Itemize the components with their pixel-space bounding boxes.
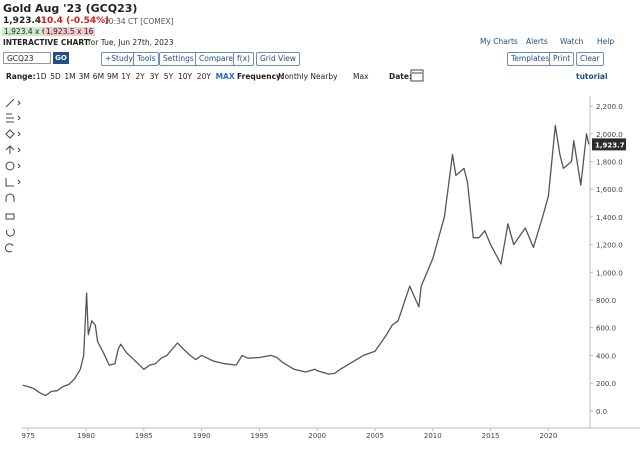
clear-button[interactable]: Clear <box>576 52 604 66</box>
frequency-select[interactable]: Monthly Nearby <box>278 72 338 81</box>
print-button[interactable]: Print <box>549 52 575 66</box>
y-tick-label: 1,600.0 <box>596 186 623 194</box>
bid: 1,923.4 x 6 <box>2 27 49 36</box>
change: -10.4 (-0.54%) <box>37 16 110 26</box>
range-option[interactable]: 10Y <box>178 72 193 81</box>
my-charts[interactable]: My Charts <box>480 37 518 46</box>
help[interactable]: Help <box>597 37 615 46</box>
tutorial[interactable]: tutorial <box>576 72 608 81</box>
x-tick-label: 2000 <box>308 432 326 440</box>
fx-button[interactable]: f(x) <box>233 52 254 66</box>
range-option[interactable]: 2Y <box>135 72 145 81</box>
range-option[interactable]: 1D <box>36 72 47 81</box>
range-label: Range: <box>6 72 36 81</box>
chart-label: INTERACTIVE CHART <box>3 38 89 47</box>
y-tick-label: 600.0 <box>596 325 616 333</box>
x-tick-label: 1985 <box>135 432 153 440</box>
grid-view-button[interactable]: Grid View <box>256 52 300 66</box>
drawing-tools <box>5 69 424 253</box>
x-tick-label: 2005 <box>366 432 384 440</box>
last-price: 1,923.4 <box>3 16 42 26</box>
x-tick-label: 2020 <box>539 432 557 440</box>
x-tick-label: 975 <box>22 432 35 440</box>
range-option[interactable]: 20Y <box>196 72 211 81</box>
watch[interactable]: Watch <box>560 37 584 46</box>
price-line <box>22 124 590 397</box>
range-option[interactable]: 1M <box>64 72 76 81</box>
last-price-label: 1,923.7 <box>595 141 625 149</box>
time: 10:34 CT [COMEX] <box>104 17 174 26</box>
y-tick-label: 2,000.0 <box>596 131 623 139</box>
range-option[interactable]: 3Y <box>149 72 159 81</box>
symbol-input[interactable]: GCQ23 <box>3 52 51 64</box>
range-option[interactable]: 1Y <box>121 72 131 81</box>
x-tick-label: 1980 <box>77 432 95 440</box>
frequency-label: Frequency: <box>237 72 284 81</box>
alerts[interactable]: Alerts <box>526 37 548 46</box>
ask: 1,923.5 x 16 <box>44 27 96 36</box>
templates-button[interactable]: Templates <box>507 52 554 66</box>
compare-button[interactable]: Compare <box>195 52 238 66</box>
aggregation-select[interactable]: Max <box>353 72 369 81</box>
range-option[interactable]: 5D <box>50 72 61 81</box>
settings-button[interactable]: Settings <box>159 52 198 66</box>
range-option[interactable]: 6M <box>92 72 105 81</box>
x-tick-label: 2010 <box>424 432 442 440</box>
go-button[interactable]: GO <box>53 52 69 64</box>
y-tick-label: 1,000.0 <box>596 269 623 277</box>
range-option[interactable]: 5Y <box>163 72 174 81</box>
last-price-box <box>592 138 626 151</box>
range-option[interactable]: 3M <box>78 72 90 81</box>
x-tick-label: 1990 <box>193 432 211 440</box>
date-label: Date: <box>389 72 412 81</box>
y-tick-label: 2,200.0 <box>596 103 623 111</box>
range-option[interactable]: MAX <box>215 72 235 81</box>
x-tick-label: 1995 <box>251 432 269 440</box>
y-tick-label: 0.0 <box>596 408 607 416</box>
y-tick-label: 1,400.0 <box>596 214 623 222</box>
y-tick-label: 1,200.0 <box>596 242 623 250</box>
range-option[interactable]: 9M <box>107 72 119 81</box>
x-tick-label: 2015 <box>482 432 500 440</box>
y-tick-label: 1,800.0 <box>596 159 623 167</box>
tools-button[interactable]: Tools <box>133 52 160 66</box>
chart-date: for Tue, Jun 27th, 2023 <box>88 38 174 47</box>
y-tick-label: 400.0 <box>596 352 616 360</box>
y-tick-label: 800.0 <box>596 297 616 305</box>
title: Gold Aug '23 (GCQ23) <box>3 2 138 15</box>
y-tick-label: 200.0 <box>596 380 616 388</box>
study-button[interactable]: +Study <box>101 52 137 66</box>
